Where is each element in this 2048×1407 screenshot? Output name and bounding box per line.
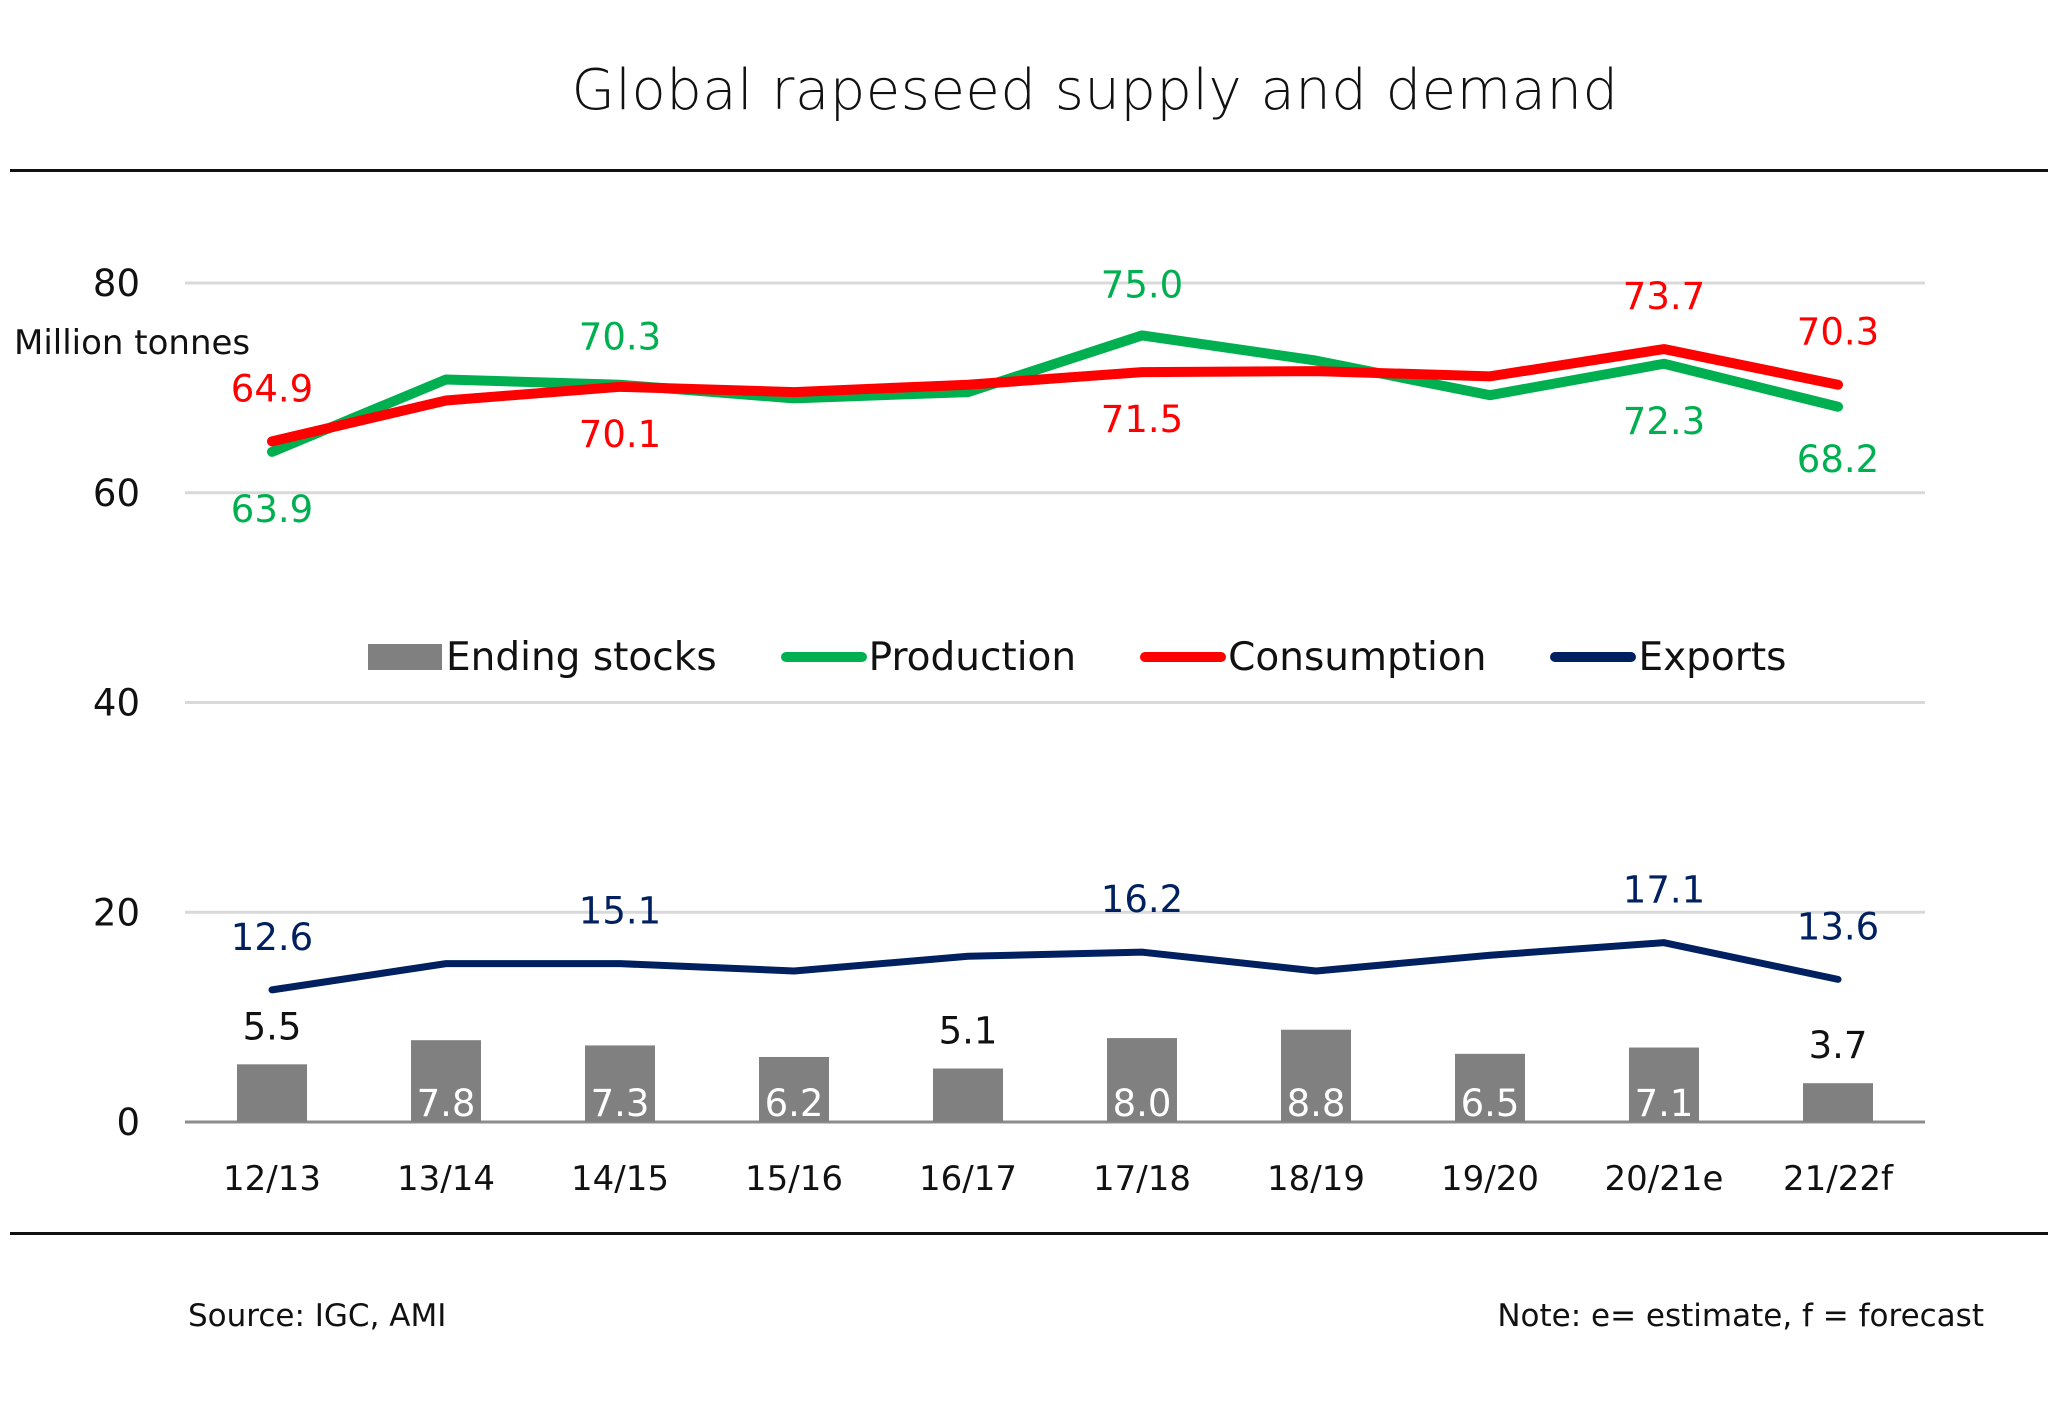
bar-ending-stocks <box>237 1064 307 1122</box>
data-label-ending-stocks: 6.5 <box>1461 1082 1520 1125</box>
data-label-ending-stocks: 5.1 <box>939 1010 998 1053</box>
y-tick-label: 20 <box>93 891 140 934</box>
data-label-ending-stocks: 5.5 <box>243 1005 302 1048</box>
y-tick-label: 80 <box>93 262 140 305</box>
data-label-production: 68.2 <box>1797 438 1879 481</box>
bar-ending-stocks <box>1107 1038 1177 1122</box>
y-tick-label: 40 <box>93 682 140 725</box>
y-tick-label: 0 <box>116 1101 140 1144</box>
data-label-ending-stocks: 7.3 <box>591 1082 650 1125</box>
data-label-consumption: 71.5 <box>1101 398 1183 441</box>
bar-ending-stocks <box>1281 1029 1351 1122</box>
legend-label-production: Production <box>868 634 1077 680</box>
data-label-exports: 13.6 <box>1797 905 1879 948</box>
line-exports <box>268 939 1842 994</box>
data-label-production: 70.3 <box>579 316 661 359</box>
bar-ending-stocks <box>1803 1083 1873 1122</box>
data-label-production: 75.0 <box>1101 263 1183 306</box>
legend-label-exports: Exports <box>1638 634 1787 680</box>
legend-swatch-consumption <box>1140 652 1227 662</box>
x-tick-label: 17/18 <box>1093 1159 1191 1199</box>
bottom-divider <box>10 1232 2048 1235</box>
data-label-ending-stocks: 6.2 <box>765 1082 824 1125</box>
x-axis-ticks: 12/13 13/14 14/15 15/16 16/17 17/18 18/19 19/20… <box>223 1159 1894 1199</box>
data-label-consumption: 70.1 <box>579 413 661 456</box>
data-label-ending-stocks: 3.7 <box>1809 1024 1868 1067</box>
data-label-production: 63.9 <box>231 488 313 531</box>
source-note: Source: IGC, AMI <box>188 1298 447 1334</box>
data-label-consumption: 70.3 <box>1797 311 1879 354</box>
data-label-exports: 15.1 <box>579 890 661 933</box>
y-tick-label: 60 <box>93 472 140 515</box>
x-tick-label: 12/13 <box>223 1159 321 1199</box>
series-lines <box>267 330 1843 994</box>
x-tick-label: 15/16 <box>745 1159 843 1199</box>
bar-ending-stocks <box>759 1056 829 1122</box>
legend-swatch-production <box>780 652 867 662</box>
x-tick-label: 18/19 <box>1267 1159 1365 1199</box>
bar-ending-stocks <box>585 1045 655 1122</box>
legend-swatch-exports <box>1550 652 1637 662</box>
x-tick-label: 14/15 <box>571 1159 669 1199</box>
data-label-exports: 12.6 <box>231 916 313 959</box>
legend: Ending stocks Production Consumption Exp… <box>368 632 1850 682</box>
legend-label-consumption: Consumption <box>1228 634 1487 680</box>
legend-label-ending-stocks: Ending stocks <box>446 634 717 680</box>
line-consumption <box>267 344 1843 447</box>
x-tick-label: 16/17 <box>919 1159 1017 1199</box>
bar-ending-stocks <box>933 1068 1003 1122</box>
y-axis-ticks: 0 20 40 60 80 <box>93 262 140 1144</box>
bar-ending-stocks <box>1629 1047 1699 1122</box>
bar-ending-stocks <box>411 1040 481 1122</box>
bar-ending-stocks <box>1455 1053 1525 1122</box>
estimate-forecast-note: Note: e= estimate, f = forecast <box>1497 1298 1984 1334</box>
legend-item-production: Production <box>780 634 1077 680</box>
data-label-ending-stocks: 8.0 <box>1113 1082 1172 1125</box>
bars-ending-stocks <box>237 1029 1873 1122</box>
data-label-consumption: 73.7 <box>1623 275 1705 318</box>
legend-swatch-ending-stocks <box>368 644 442 670</box>
data-labels: 5.5 7.8 7.3 6.2 5.1 8.0 8.8 6.5 7.1 3.7 63.9 70.3 75… <box>231 263 1879 1125</box>
data-label-exports: 17.1 <box>1623 869 1705 912</box>
x-tick-label: 20/21e <box>1605 1159 1724 1199</box>
data-label-exports: 16.2 <box>1101 878 1183 921</box>
x-tick-label: 13/14 <box>397 1159 495 1199</box>
legend-item-ending-stocks: Ending stocks <box>368 635 717 680</box>
y-axis-label: Million tonnes <box>14 323 251 363</box>
data-label-consumption: 64.9 <box>231 367 313 410</box>
top-divider <box>10 169 2048 172</box>
x-tick-label: 21/22f <box>1783 1159 1894 1199</box>
data-label-ending-stocks: 7.8 <box>417 1082 476 1125</box>
data-label-ending-stocks: 8.8 <box>1287 1082 1346 1125</box>
legend-item-exports: Exports <box>1550 635 1786 680</box>
line-production <box>267 330 1843 457</box>
data-label-production: 72.3 <box>1623 400 1705 443</box>
legend-item-consumption: Consumption <box>1140 635 1486 680</box>
data-label-ending-stocks: 7.1 <box>1635 1082 1694 1125</box>
x-tick-label: 19/20 <box>1441 1159 1539 1199</box>
chart-title: Global rapeseed supply and demand <box>571 58 1619 123</box>
